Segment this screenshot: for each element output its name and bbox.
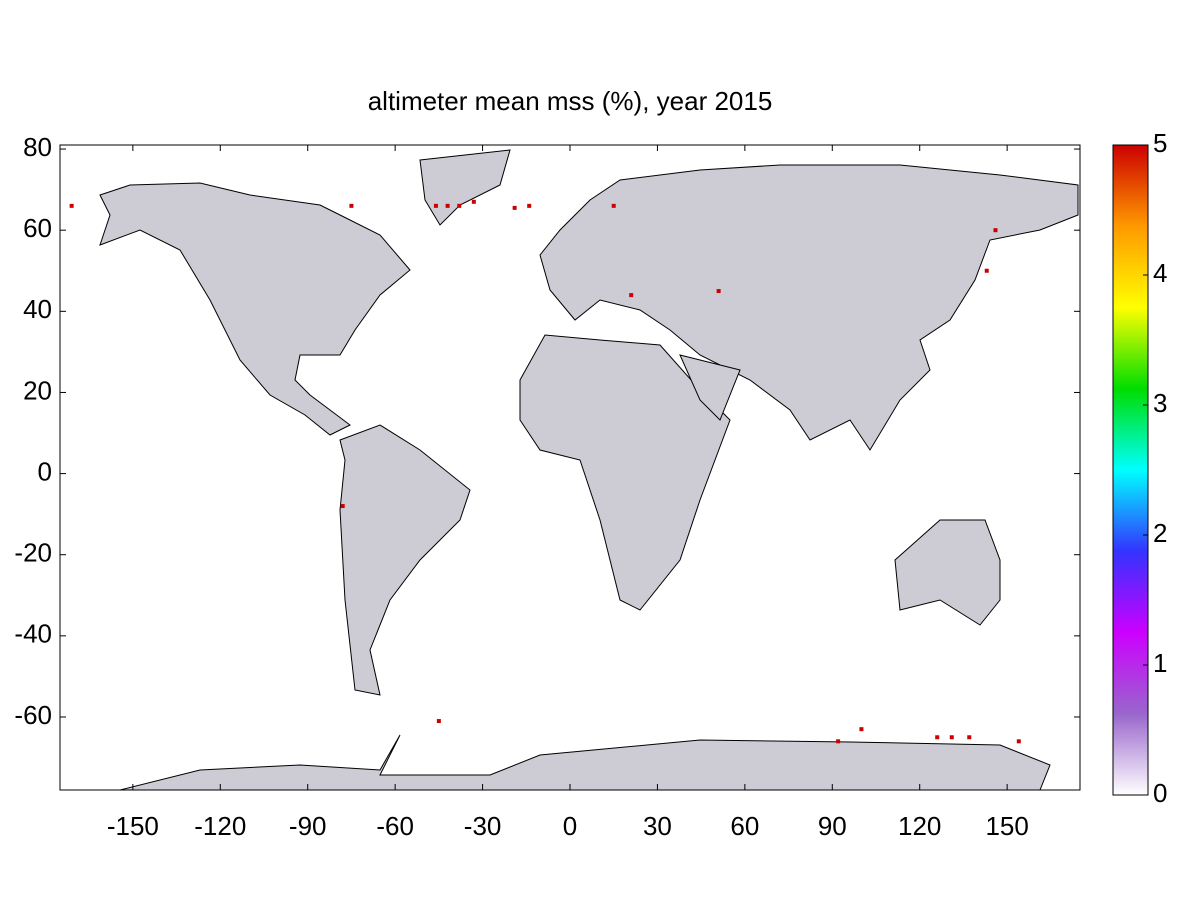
data-cell — [629, 293, 634, 298]
africa — [519, 334, 731, 611]
y-tick-label: -40 — [14, 619, 52, 649]
y-tick-label: 0 — [38, 456, 52, 486]
colorbar-tick-label: 5 — [1153, 128, 1167, 158]
data-cell — [69, 203, 74, 208]
data-cell — [1016, 739, 1021, 744]
australia — [894, 519, 1001, 626]
data-cell — [967, 735, 972, 740]
x-tick-label: -120 — [194, 811, 246, 841]
x-tick-label: -30 — [464, 811, 502, 841]
x-tick-label: 90 — [818, 811, 847, 841]
x-tick-label: 0 — [563, 811, 577, 841]
colorbar-tick-label: 2 — [1153, 518, 1167, 548]
data-cell — [471, 199, 476, 204]
data-cell — [984, 268, 989, 273]
y-tick-label: 20 — [23, 375, 52, 405]
data-cell — [349, 203, 354, 208]
x-tick-label: 30 — [643, 811, 672, 841]
data-cell — [433, 203, 438, 208]
colorbar-tick-label: 3 — [1153, 388, 1167, 418]
south-america — [339, 424, 471, 696]
colorbar-tick-label: 4 — [1153, 258, 1167, 288]
y-tick-label: 80 — [23, 132, 52, 162]
x-tick-label: 120 — [898, 811, 941, 841]
land — [99, 149, 1079, 791]
data-cell — [993, 228, 998, 233]
colorbar — [1112, 144, 1149, 796]
x-tick-label: 60 — [730, 811, 759, 841]
north-america — [99, 182, 411, 436]
x-tick-label: -90 — [289, 811, 327, 841]
data-cell — [716, 289, 721, 294]
data-cell — [512, 205, 517, 210]
colorbar-tick-label: 1 — [1153, 648, 1167, 678]
data-cell — [859, 727, 864, 732]
data-cell — [457, 203, 462, 208]
y-tick-label: -20 — [14, 538, 52, 568]
arabia — [679, 354, 741, 421]
x-tick-label: 150 — [985, 811, 1028, 841]
data-cell — [836, 739, 841, 744]
colorbar-tick-label: 0 — [1153, 778, 1167, 808]
y-tick-label: 60 — [23, 213, 52, 243]
x-tick-label: -60 — [376, 811, 414, 841]
y-tick-label: 40 — [23, 294, 52, 324]
data-cell — [611, 203, 616, 208]
data-cell — [949, 735, 954, 740]
x-tick-label: -150 — [107, 811, 159, 841]
antarctica — [119, 734, 1051, 791]
data-cell — [527, 203, 532, 208]
data-cell — [445, 203, 450, 208]
chart-title: altimeter mean mss (%), year 2015 — [368, 86, 773, 116]
eurasia — [539, 164, 1079, 451]
data-cell — [935, 735, 940, 740]
data-cell — [340, 504, 345, 509]
data-cell — [436, 719, 441, 724]
y-tick-label: -60 — [14, 700, 52, 730]
